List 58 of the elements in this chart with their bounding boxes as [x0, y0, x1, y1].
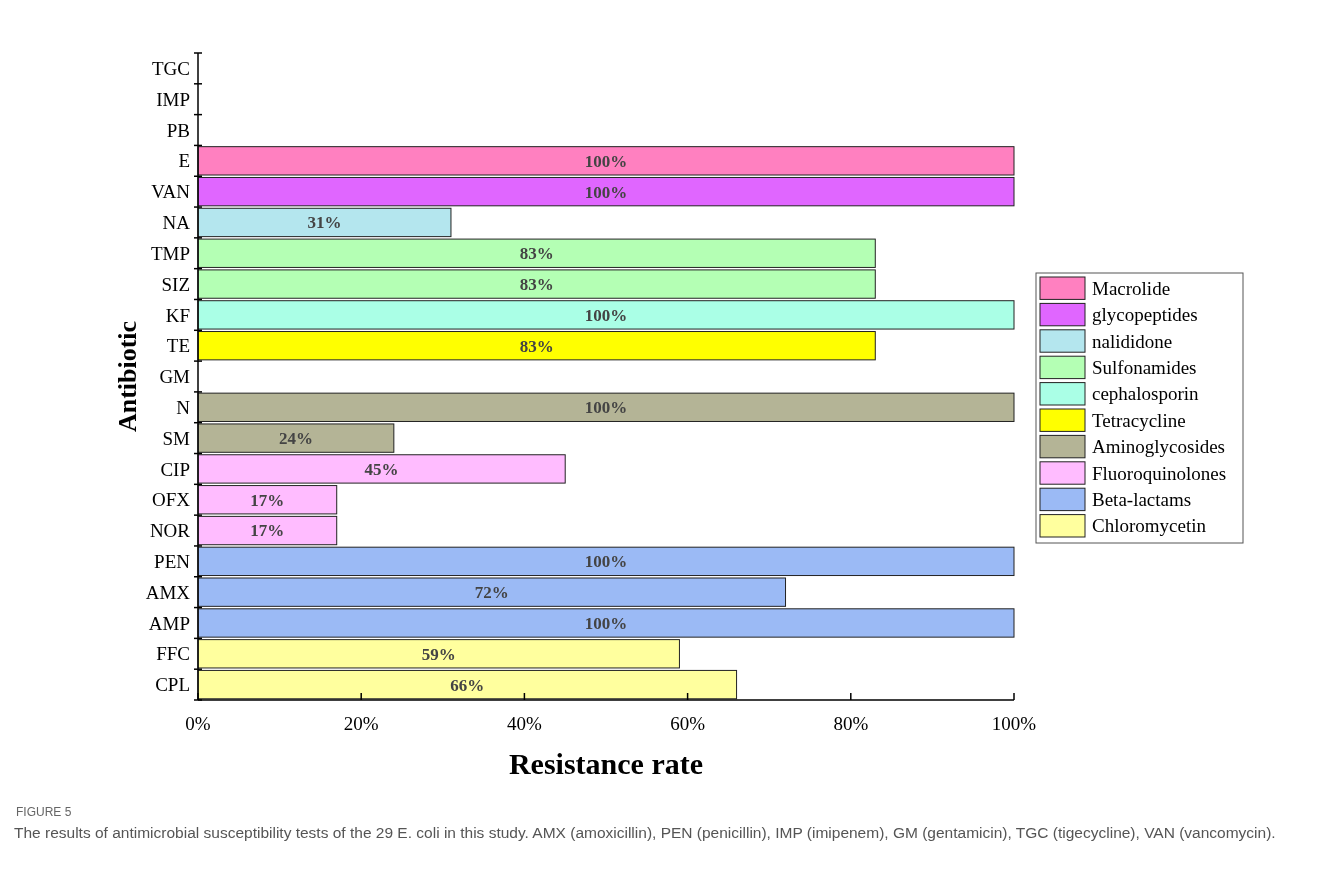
y-tick-label: NA — [162, 212, 191, 234]
data-label: 72% — [474, 583, 509, 603]
legend-label: cephalosporin — [1092, 383, 1200, 405]
data-label: 59% — [421, 644, 456, 664]
y-tick-label: GM — [159, 366, 191, 388]
legend-label: nalididone — [1092, 330, 1173, 352]
text: The results of antimicrobial susceptibility tests of the 29 E. coli in this study. AMX (amoxicillin), PEN (penicillin), IMP (imipenem), GM (gentamicin), TGC (tigecycline), VAN (vancomycin). — [14, 823, 1277, 843]
y-tick-label: IMP — [156, 88, 190, 110]
legend-label: Chloromycetin — [1092, 515, 1207, 537]
y-tick-label: KF — [165, 304, 190, 326]
y-tick-label: AMP — [148, 612, 190, 634]
y-tick-label: SIZ — [161, 273, 190, 295]
data-label: 83% — [519, 336, 554, 356]
data-label: 45% — [364, 459, 399, 479]
data-label: 100% — [584, 398, 628, 418]
legend-label: Macrolide — [1092, 277, 1171, 299]
x-axis-title: Resistance rate — [508, 747, 704, 780]
y-tick-label: CIP — [160, 458, 190, 480]
y-tick-label: VAN — [151, 181, 191, 203]
data-label: 17% — [250, 490, 285, 510]
y-tick-label: N — [176, 396, 191, 418]
legend-label: Sulfonamides — [1092, 357, 1197, 379]
data-label: 31% — [307, 213, 342, 233]
legend-label: Aminoglycosides — [1092, 436, 1225, 458]
y-tick-label: PEN — [154, 551, 191, 573]
data-label: 83% — [519, 275, 554, 295]
y-tick-label: TGC — [152, 58, 190, 80]
caption: FIGURE 5 — [16, 805, 72, 819]
y-tick-label: CPL — [155, 674, 190, 696]
data-label: 100% — [584, 305, 628, 325]
legend-label: glycopeptides — [1092, 304, 1198, 326]
data-label: 100% — [584, 182, 628, 202]
y-tick-label: OFX — [151, 489, 191, 511]
y-axis-title: Antibiotic — [113, 320, 142, 433]
data-label: 83% — [519, 244, 554, 264]
y-tick-label: TE — [166, 335, 190, 357]
y-tick-label: SM — [162, 427, 191, 449]
legend-label: Beta-lactams — [1092, 489, 1192, 511]
data-label: 100% — [584, 151, 628, 171]
x-tick-label: 100% — [991, 713, 1037, 734]
y-tick-label: PB — [166, 119, 190, 141]
y-tick-label: FFC — [156, 643, 190, 665]
y-tick-label: E — [178, 150, 190, 172]
data-label: 24% — [278, 429, 313, 449]
x-tick-label: 80% — [833, 713, 869, 734]
data-label: 17% — [250, 521, 285, 541]
legend-label: Fluoroquinolones — [1092, 462, 1227, 484]
y-tick-label: AMX — [145, 581, 191, 603]
y-tick-label: TMP — [150, 242, 190, 264]
legend-label: Tetracycline — [1092, 409, 1186, 431]
x-tick-label: 20% — [343, 713, 379, 734]
x-tick-label: 60% — [670, 713, 706, 734]
data-label: 66% — [450, 675, 485, 695]
data-label: 100% — [584, 613, 628, 633]
data-label: 100% — [584, 552, 628, 572]
y-tick-label: NOR — [149, 520, 191, 542]
x-tick-label: 0% — [185, 713, 211, 734]
x-tick-label: 40% — [506, 713, 542, 734]
